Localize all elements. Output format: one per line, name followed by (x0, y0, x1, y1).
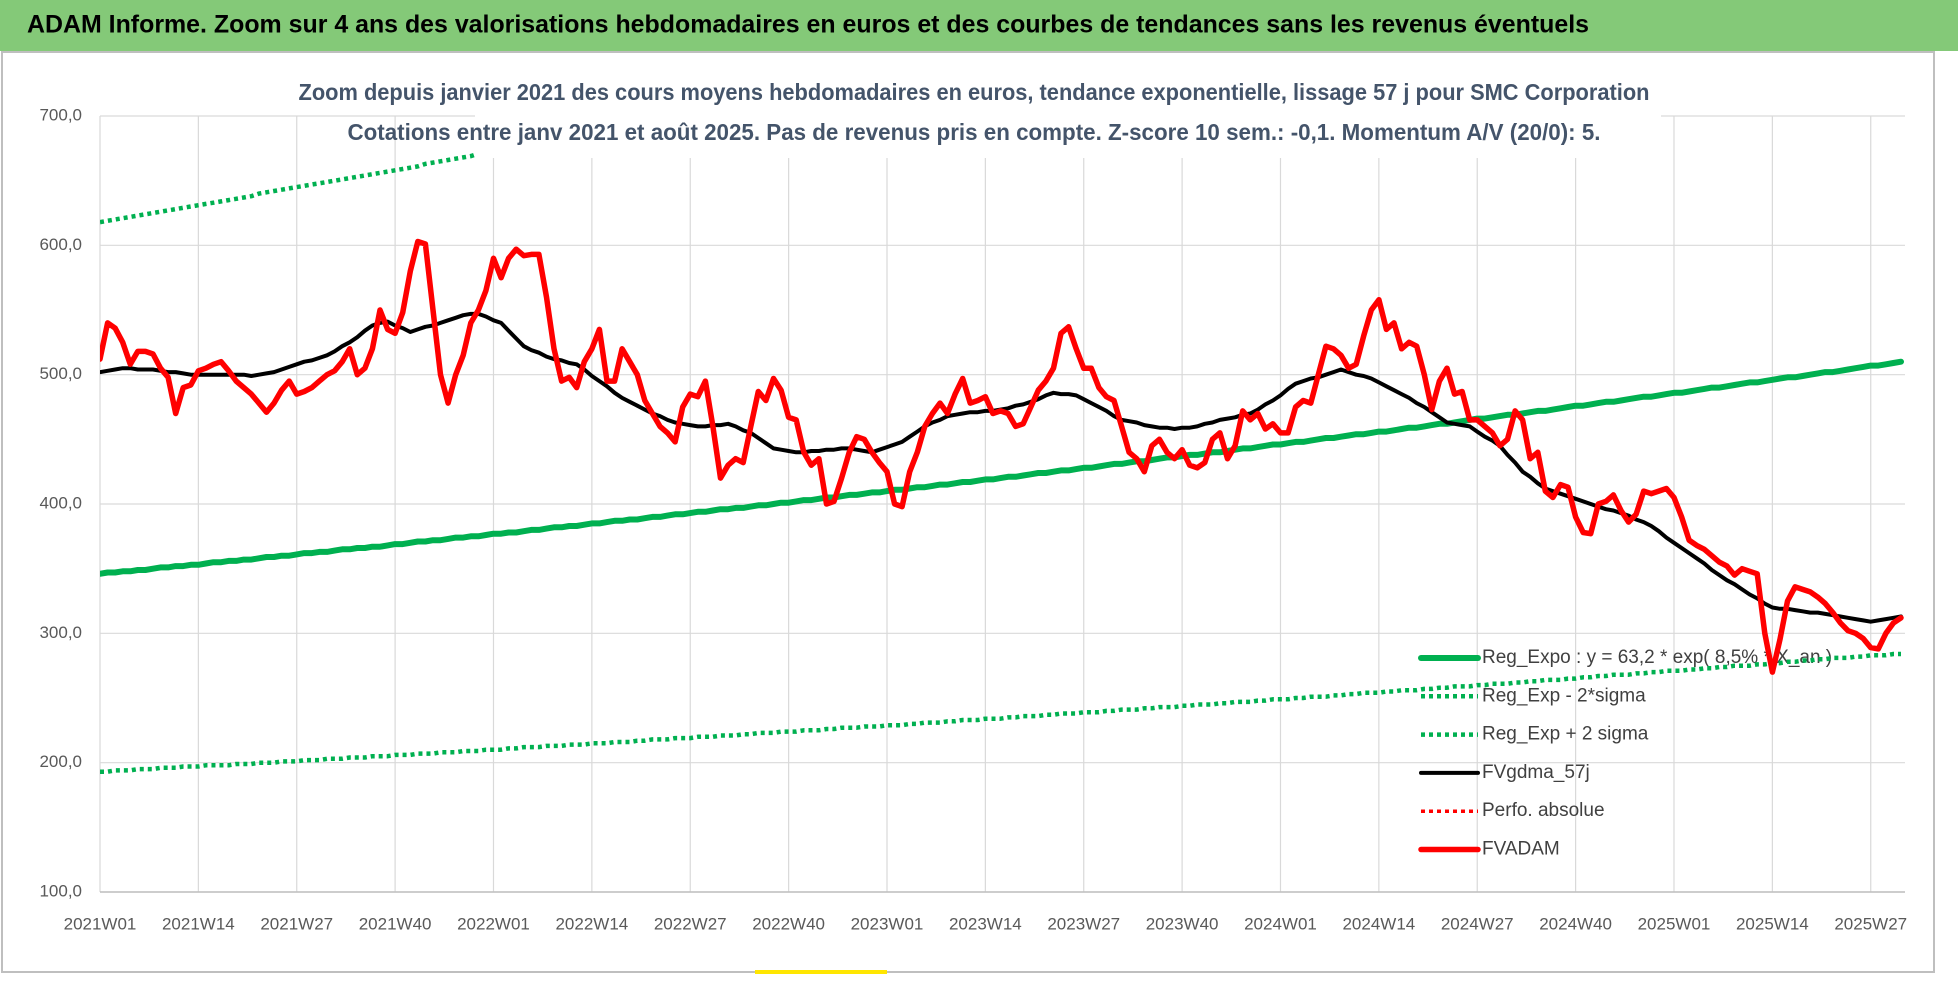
x-tick-label: 2022W40 (752, 914, 825, 933)
y-tick-label: 100,0 (39, 881, 82, 900)
plot-lines (100, 112, 1904, 774)
x-tick-label: 2024W27 (1441, 914, 1514, 933)
x-tick-label: 2023W40 (1146, 914, 1219, 933)
x-tick-label: 2024W14 (1342, 914, 1415, 933)
header-bar (0, 0, 1958, 51)
x-tick-label: 2023W14 (949, 914, 1022, 933)
x-tick-label: 2021W01 (64, 914, 137, 933)
x-tick-label: 2022W27 (654, 914, 727, 933)
legend-label: Reg_Exp - 2*sigma (1482, 685, 1646, 706)
header-title: ADAM Informe. Zoom sur 4 ans des valoris… (27, 11, 1589, 39)
y-tick-label: 400,0 (39, 493, 82, 512)
x-tick-label: 2025W14 (1736, 914, 1809, 933)
axes: 100,0 200,0 300,0 400,0 500,0 600,0 700,0 2021W… (39, 105, 1907, 933)
chart-frame (1, 51, 1935, 973)
legend-label: Perfo. absolue (1482, 800, 1605, 821)
series-line (100, 238, 1904, 675)
x-tick-label: 2025W01 (1638, 914, 1711, 933)
legend-label: Reg_Exp + 2 sigma (1482, 724, 1649, 745)
series-line (100, 651, 1901, 774)
y-tick-label: 200,0 (39, 752, 82, 771)
x-tick-label: 2021W40 (359, 914, 432, 933)
y-tick-label: 300,0 (39, 623, 82, 642)
x-tick-label: 2023W27 (1047, 914, 1120, 933)
x-tick-label: 2023W01 (851, 914, 924, 933)
legend-label: FVgdma_57j (1482, 762, 1590, 783)
x-tick-label: 2021W27 (260, 914, 333, 933)
series-line (100, 358, 1904, 577)
series-line (100, 112, 712, 225)
title-box (475, 74, 1661, 158)
legend-label: FVADAM (1482, 839, 1560, 860)
frame-marker (755, 970, 887, 974)
x-tick-label: 2022W14 (555, 914, 628, 933)
chart-title: Zoom depuis janvier 2021 des cours moyen… (299, 79, 1650, 105)
y-tick-label: 700,0 (39, 105, 82, 124)
y-tick-label: 500,0 (39, 364, 82, 383)
x-tick-label: 2024W40 (1539, 914, 1612, 933)
legend-label: Reg_Expo : y = 63,2 * exp( 8,5% * X_an ) (1482, 647, 1832, 668)
chart-subtitle: Cotations entre janv 2021 et août 2025. … (348, 119, 1601, 145)
x-tick-label: 2022W01 (457, 914, 530, 933)
x-tick-label: 2021W14 (162, 914, 235, 933)
x-tick-label: 2024W01 (1244, 914, 1317, 933)
legend: Reg_Expo : y = 63,2 * exp( 8,5% * X_an )… (1418, 647, 1832, 860)
y-tick-label: 600,0 (39, 235, 82, 254)
x-tick-label: 2025W27 (1834, 914, 1907, 933)
